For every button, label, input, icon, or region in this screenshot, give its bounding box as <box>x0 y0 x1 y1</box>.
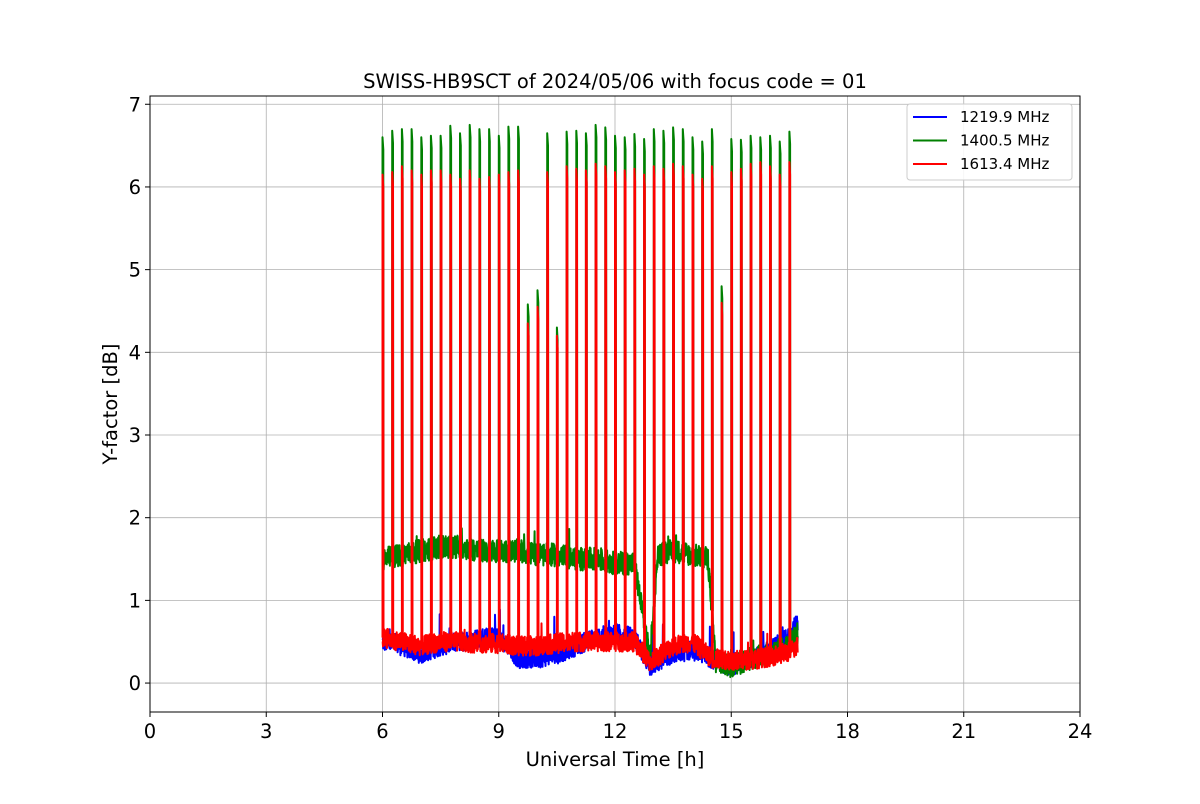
legend: 1219.9 MHz 1400.5 MHz 1613.4 MHz <box>906 103 1073 181</box>
x-tick-label: 21 <box>951 720 976 743</box>
x-tick-label: 12 <box>603 720 628 743</box>
x-tick-label: 9 <box>493 720 505 743</box>
y-tick-label: 0 <box>129 672 141 695</box>
y-tick-label: 2 <box>129 507 141 530</box>
legend-box <box>906 103 1073 181</box>
y-tick-label: 1 <box>129 589 141 612</box>
series-line <box>381 161 799 672</box>
y-tick-label: 6 <box>129 176 141 199</box>
legend-label: 1613.4 MHz <box>960 155 1049 173</box>
plot-data <box>381 123 799 679</box>
y-axis-label: Y-factor [dB] <box>99 344 122 466</box>
y-tick-label: 5 <box>129 259 141 282</box>
x-tick-label: 18 <box>835 720 860 743</box>
y-tick-label: 3 <box>129 424 141 447</box>
legend-label: 1219.9 MHz <box>960 108 1049 126</box>
x-tick-label: 15 <box>719 720 744 743</box>
x-tick-label: 24 <box>1068 720 1093 743</box>
y-tick-label: 4 <box>129 341 141 364</box>
y-tick-label: 7 <box>129 93 141 116</box>
x-axis-label: Universal Time [h] <box>526 748 705 771</box>
chart-title: SWISS-HB9SCT of 2024/05/06 with focus co… <box>363 70 867 93</box>
legend-label: 1400.5 MHz <box>960 132 1049 150</box>
legend-items: 1219.9 MHz 1400.5 MHz 1613.4 MHz <box>913 108 1049 173</box>
x-tick-label: 6 <box>376 720 388 743</box>
x-tick-label: 3 <box>260 720 272 743</box>
x-tick-label: 0 <box>144 720 156 743</box>
